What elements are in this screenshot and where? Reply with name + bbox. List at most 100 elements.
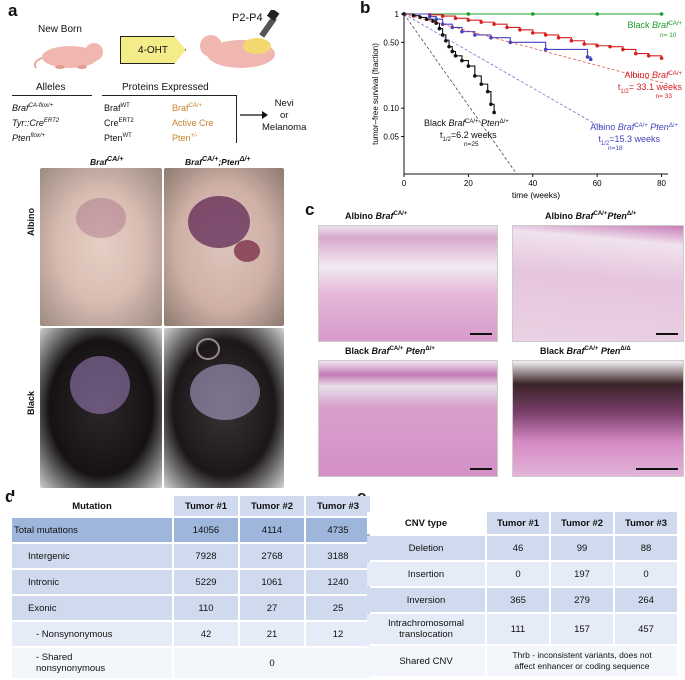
alleles-header: Alleles — [36, 82, 66, 93]
y-axis-title: tumor–free survival (fraction) — [371, 43, 380, 145]
alleles-list: BrafCA-flox/+ Tyr::CreERT2 Ptenflox/+ — [12, 100, 59, 145]
table-cell: 264 — [615, 588, 677, 612]
row-label-black: Black — [26, 390, 36, 415]
data-point — [489, 35, 493, 40]
table-cell: 2768 — [240, 544, 304, 568]
table-cell: 4114 — [240, 518, 304, 542]
table-cell: Total mutations — [12, 518, 172, 542]
table-cell: 1061 — [240, 570, 304, 594]
outcome-nevi: Nevi — [274, 98, 294, 109]
table-cell: 3188 — [306, 544, 370, 568]
data-point — [444, 38, 448, 43]
data-point — [473, 33, 477, 37]
pup-with-dropper-icon — [200, 10, 280, 68]
table-row: - Shared nonsynonymous 0 — [12, 648, 370, 678]
scale-bar-4 — [636, 468, 678, 470]
panel-a: New Born 4-OHT P2-P4 Alleles Proteins Ex… — [0, 0, 306, 490]
data-point — [440, 14, 445, 18]
allele-line: Ptenflox/+ — [12, 133, 46, 143]
data-point — [530, 12, 535, 16]
table-cell: Intronic — [12, 570, 172, 594]
data-point — [440, 33, 445, 37]
data-point — [485, 89, 490, 94]
y-tick-label: 0.50 — [383, 38, 399, 47]
fit-curve-2 — [403, 13, 553, 175]
newborn-mouse-icon — [33, 43, 103, 69]
x-tick-label: 40 — [528, 179, 537, 188]
data-point — [543, 33, 548, 37]
col-header-braf-pten: BrafCA/+;PtenΔ/+ — [185, 155, 251, 167]
table-cell: 110 — [174, 596, 238, 620]
data-point — [460, 58, 464, 63]
panel-label-b: b — [360, 0, 371, 17]
data-point — [582, 42, 587, 46]
allele-line: Active Cre — [172, 118, 214, 128]
data-point — [569, 38, 574, 43]
y-tick-label: 0.05 — [383, 133, 399, 142]
age-label: P2-P4 — [232, 12, 263, 24]
table-row: Insertion 0 197 0 — [367, 562, 677, 586]
table-cell: 7928 — [174, 544, 238, 568]
table-cell: Tumor #2 — [240, 496, 304, 516]
allele-line: BrafWT — [104, 103, 130, 113]
table-cell: Inversion — [367, 588, 485, 612]
drug-label: 4-OHT — [138, 44, 168, 56]
x-tick-label: 20 — [464, 179, 473, 188]
table-row: Total mutations 14056 4114 4735 — [12, 518, 370, 542]
data-point — [543, 47, 548, 52]
panel-label-d: d — [5, 487, 16, 506]
data-point — [588, 57, 593, 62]
table-cell: Tumor #1 — [174, 496, 238, 516]
table-cell: Tumor #3 — [615, 512, 677, 534]
table-cell: 27 — [240, 596, 304, 620]
cnv-table: CNV type Tumor #1 Tumor #2 Tumor #3 Deletion… — [365, 510, 679, 678]
data-point — [634, 51, 638, 56]
allele-line: Pten+/- — [172, 133, 198, 143]
photo-black-braf-pten — [164, 328, 284, 488]
data-point — [492, 22, 496, 26]
table-header-row: CNV type Tumor #1 Tumor #2 Tumor #3 — [367, 512, 677, 534]
histology-title: Black BrafCA/+ PtenΔ/+ — [345, 346, 435, 356]
allele-line: BrafCA/+ — [172, 103, 203, 113]
x-tick-label: 60 — [593, 179, 602, 188]
half-life-red: t1/2= 33.1 weeks — [618, 82, 683, 95]
x-tick-label: 0 — [402, 179, 407, 188]
histo-albino-braf — [318, 225, 498, 342]
data-point — [505, 25, 509, 30]
table-cell: Shared CNV — [367, 646, 485, 676]
table-cell: Tumor #1 — [487, 512, 549, 534]
data-point — [518, 27, 522, 32]
photo-black-braf — [40, 328, 162, 488]
mutation-table: Mutation Tumor #1 Tumor #2 Tumor #3 Total mu… — [10, 494, 372, 680]
photo-albino-braf-pten — [164, 168, 284, 326]
table-cell: Insertion — [367, 562, 485, 586]
table-cell: 25 — [306, 596, 370, 620]
data-point — [608, 44, 612, 49]
histology-title: Albino BrafCA/+PtenΔ/+ — [545, 211, 637, 221]
table-row: Inversion 365 279 264 — [367, 588, 677, 612]
x-tick-label: 80 — [657, 179, 666, 188]
half-life-black: t1/2=6.2 weeks — [440, 130, 497, 143]
table-cell: 457 — [615, 614, 677, 644]
data-point — [556, 35, 561, 40]
data-point — [479, 82, 484, 86]
data-point — [489, 102, 493, 107]
data-point — [479, 20, 484, 24]
data-point — [453, 53, 458, 58]
table-cell: 0 — [174, 648, 370, 678]
proteins-header: Proteins Expressed — [122, 82, 209, 93]
outcome-or: or — [279, 110, 289, 121]
table-cell: Thrb - inconsistent variants, does not af… — [487, 646, 677, 676]
fit-curve-1 — [403, 13, 604, 130]
histo-black-braf-pten-het — [318, 360, 498, 477]
table-cell: Mutation — [12, 496, 172, 516]
data-point — [646, 53, 651, 58]
series-line-3 — [404, 13, 495, 113]
data-point — [595, 43, 599, 48]
outcome-label: Nevi or Melanoma — [262, 98, 306, 134]
data-point — [585, 55, 590, 59]
newborn-label: New Born — [38, 24, 82, 35]
n-label: n=25 — [464, 141, 479, 148]
scale-bar-2 — [656, 333, 678, 335]
proteins-mut-list: BrafCA/+ Active Cre Pten+/- — [172, 100, 214, 145]
